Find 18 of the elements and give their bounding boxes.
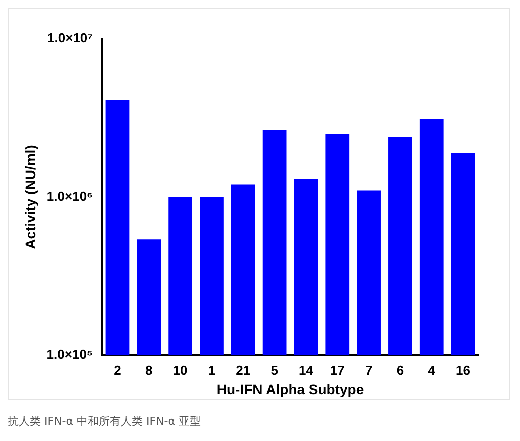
x-tick-label: 8 [146,362,153,378]
x-tick-label: 7 [365,362,373,378]
x-tick-label: 21 [236,362,251,378]
x-axis-title: Hu-IFN Alpha Subtype [216,381,364,398]
y-tick-label: 1.0×10⁵ [46,347,94,362]
x-tick-label: 6 [396,362,404,378]
text: 抗人类 IFN-α 中和所有人类 IFN-α 亚型 [8,414,202,429]
x-tick-label: 4 [428,362,436,378]
x-tick-label: 16 [456,362,471,378]
x-tick-label: 17 [330,362,345,378]
x-tick-label: 5 [271,362,278,378]
y-tick-label: 1.0×10⁷ [48,30,94,46]
x-tick-label: 14 [298,362,314,378]
x-tick-label: 10 [173,362,188,378]
y-axis-title: Activity (NU/ml) [22,145,38,250]
x-tick-label: 1 [208,362,216,378]
x-tick-label: 2 [114,362,122,378]
y-tick-label: 1.0×10⁶ [46,188,94,204]
